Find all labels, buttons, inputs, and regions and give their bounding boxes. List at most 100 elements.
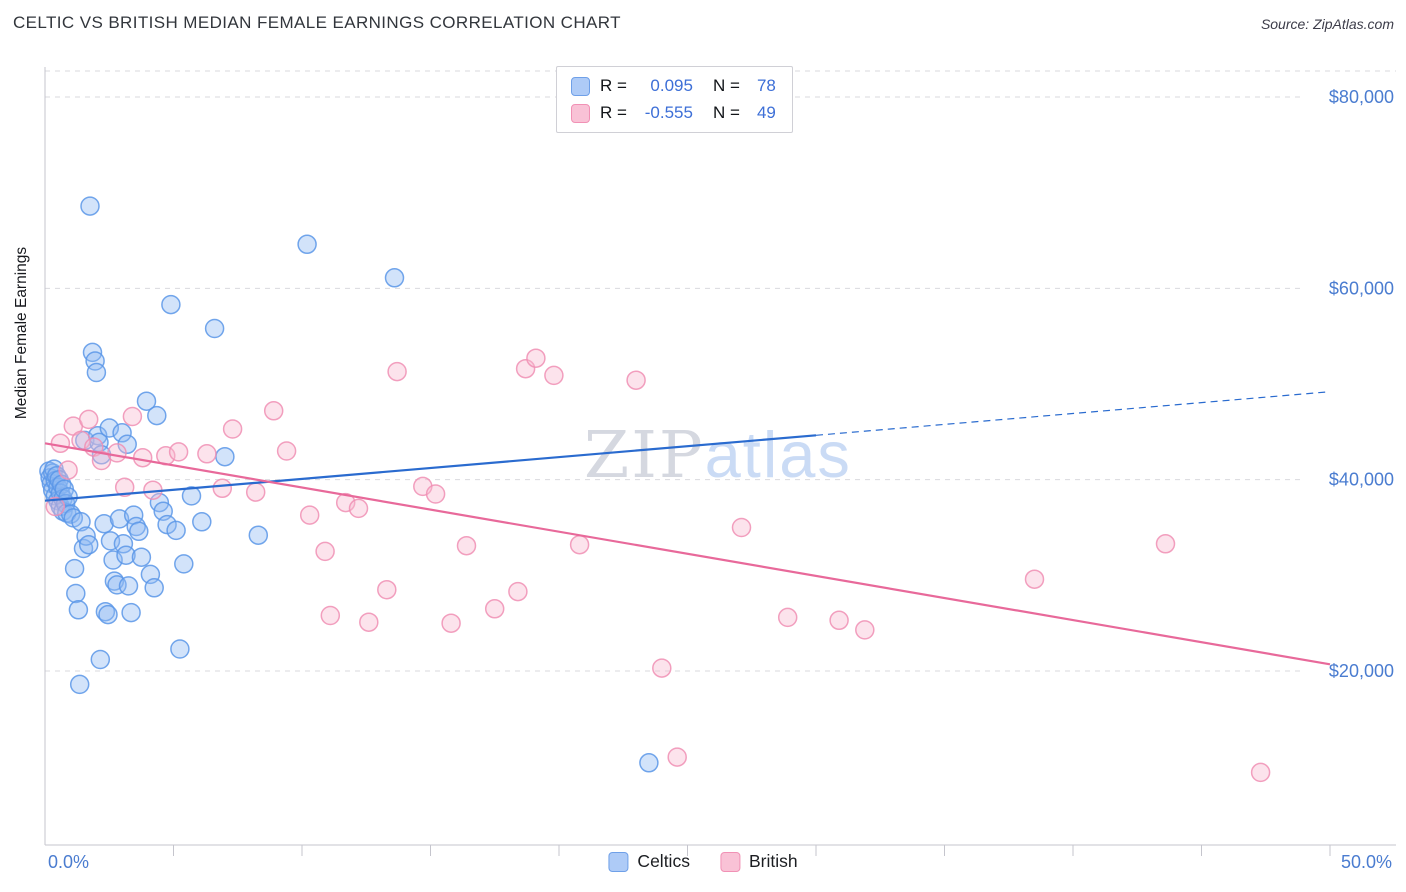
british-point: [377, 579, 397, 600]
celtics-point: [78, 534, 99, 555]
celtics-point: [248, 525, 269, 545]
celtics-point: [86, 362, 107, 383]
british-point: [441, 613, 461, 633]
british-point: [222, 419, 243, 439]
celtics-point: [166, 520, 186, 541]
british-point: [667, 747, 687, 767]
celtics-point: [204, 318, 225, 339]
british-point: [348, 498, 369, 519]
celtics-point: [136, 391, 157, 411]
celtics-trendline: [44, 434, 817, 502]
celtics-point: [90, 649, 111, 670]
celtics-point: [98, 604, 118, 625]
british-point: [122, 406, 143, 427]
british-point: [425, 484, 446, 504]
source-attribution: Source: ZipAtlas.com: [1260, 16, 1394, 32]
celtics-point: [113, 534, 134, 554]
british-point: [107, 443, 127, 463]
n-label-british: N =: [712, 103, 740, 122]
legend-row-british: R = -0.555 N = 49: [571, 103, 776, 123]
celtics-point: [66, 583, 86, 604]
r-value-british: -0.555: [644, 103, 693, 122]
n-label-celtics: N =: [712, 76, 740, 95]
british-point: [387, 361, 407, 382]
british-point: [58, 460, 78, 480]
celtics-swatch: [608, 851, 629, 872]
british-point: [91, 450, 112, 471]
celtics-point: [144, 578, 164, 598]
watermark-atlas: atlas: [704, 418, 852, 491]
celtics-point: [174, 554, 194, 574]
y-tick-label: $80,000: [1329, 87, 1394, 107]
y-tick-label: $60,000: [1329, 278, 1394, 298]
british-swatch: [571, 103, 590, 123]
british-point: [1024, 569, 1045, 589]
british-point: [45, 496, 66, 517]
legend-item-british: British: [719, 851, 798, 872]
british-point: [245, 482, 266, 502]
british-point: [276, 441, 297, 461]
celtics-point: [112, 423, 132, 443]
r-label-british: R =: [600, 103, 627, 122]
r-value-celtics: 0.095: [650, 76, 693, 95]
british-point: [168, 442, 189, 462]
watermark-zip: ZIP: [584, 418, 705, 493]
british-point: [50, 433, 71, 454]
celtics-point: [129, 521, 149, 542]
celtics-point: [69, 674, 90, 695]
celtics-point: [161, 294, 181, 315]
british-point: [569, 534, 590, 555]
celtics-point: [170, 639, 190, 659]
celtics-point: [181, 486, 202, 506]
celtics-point: [384, 268, 405, 288]
british-point: [299, 505, 320, 525]
celtics-point: [94, 513, 114, 534]
y-tick-label: $40,000: [1329, 470, 1394, 490]
british-point: [1155, 534, 1176, 554]
british-point: [1250, 762, 1271, 783]
british-point: [526, 348, 546, 368]
celtics-point: [118, 576, 139, 596]
british-point: [320, 605, 341, 626]
british-point: [197, 444, 217, 464]
celtics-point: [639, 753, 659, 773]
celtics-point: [64, 558, 85, 579]
british-point: [315, 541, 335, 562]
british-swatch: [719, 851, 740, 872]
legend-label-celtics: Celtics: [637, 851, 690, 871]
british-point: [508, 581, 528, 602]
n-value-british: 49: [756, 103, 776, 122]
celtics-point: [80, 196, 100, 216]
celtics-point: [95, 601, 116, 622]
chart-title: CELTIC VS BRITISH MEDIAN FEMALE EARNINGS…: [13, 13, 621, 32]
british-point: [114, 477, 135, 498]
british-point: [652, 658, 672, 678]
british-point: [212, 478, 233, 499]
british-point: [829, 610, 849, 631]
british-point: [78, 409, 99, 430]
legend-item-celtics: Celtics: [608, 851, 690, 872]
celtics-trendline-projection: [815, 391, 1331, 436]
celtics-point: [116, 545, 136, 565]
british-point: [777, 607, 798, 628]
y-tick-label: $20,000: [1329, 661, 1394, 681]
celtics-point: [71, 512, 91, 532]
british-point: [263, 401, 284, 421]
correlation-legend: R = 0.095 N = 78 R = -0.555 N = 49: [556, 66, 793, 133]
british-point: [731, 517, 752, 538]
british-point: [544, 365, 564, 386]
n-value-celtics: 78: [756, 76, 776, 95]
celtics-point: [297, 234, 317, 255]
british-trendline: [44, 442, 1331, 666]
british-point: [359, 612, 379, 632]
celtics-point: [131, 547, 152, 567]
celtics-point: [68, 600, 89, 620]
legend-row-celtics: R = 0.095 N = 78: [571, 76, 776, 96]
celtics-point: [215, 446, 235, 467]
british-point: [456, 535, 477, 556]
celtics-point: [147, 405, 167, 426]
british-point: [484, 599, 505, 619]
british-point: [132, 447, 153, 468]
